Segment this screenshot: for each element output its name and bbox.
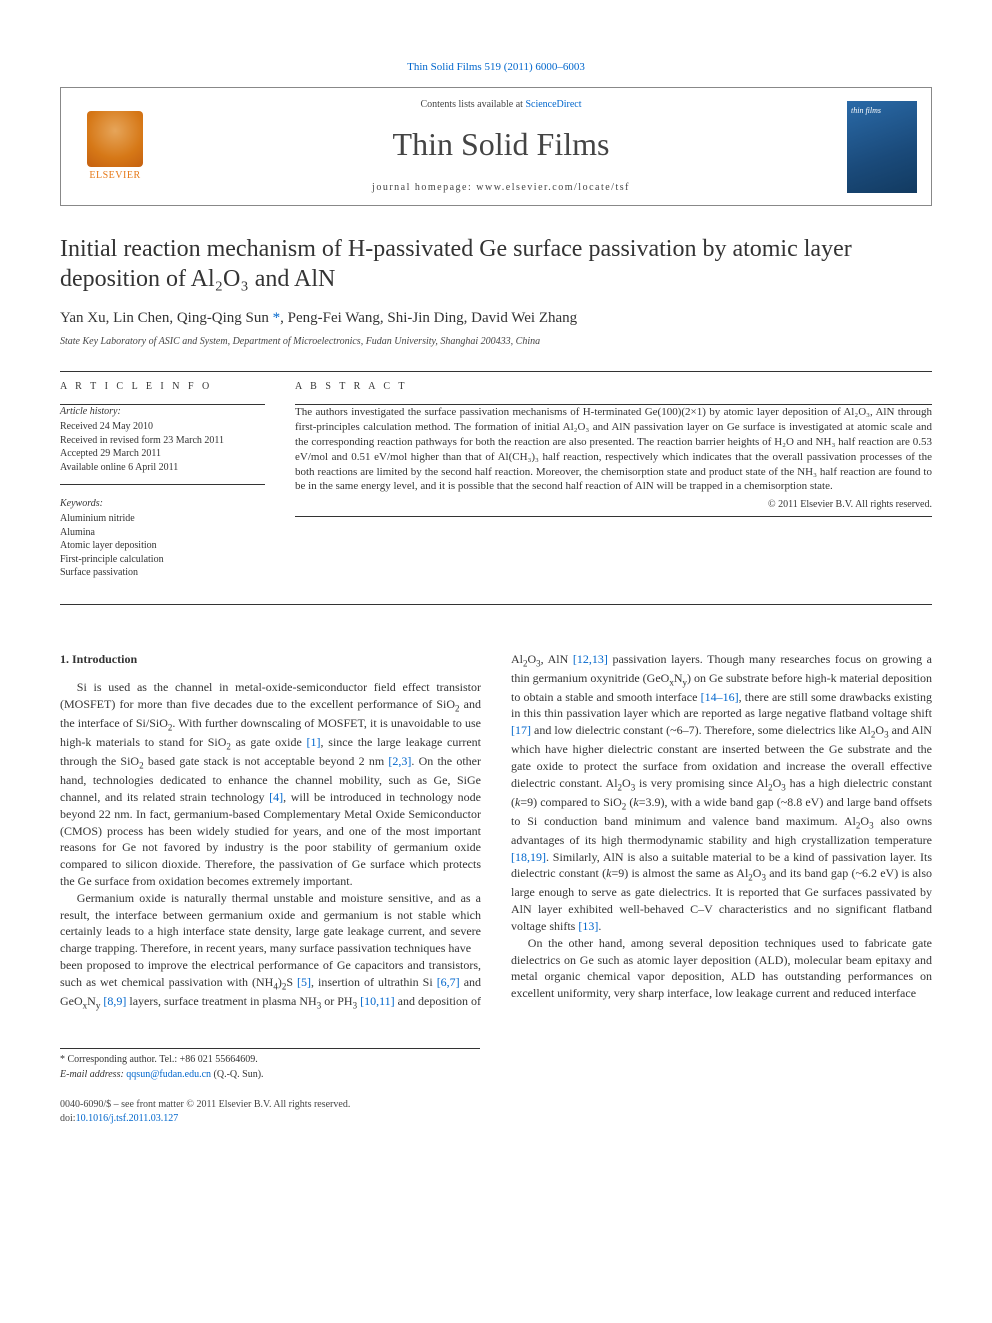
rule-info2 [60,484,265,485]
ref-12-13[interactable]: [12,13] [573,652,608,666]
rule-abs-bottom [295,516,932,517]
cover-text: thin films [851,106,881,115]
fee-line: 0040-6090/$ – see front matter © 2011 El… [60,1098,932,1112]
email-line: E-mail address: qqsun@fudan.edu.cn (Q.-Q… [60,1068,480,1082]
bottom-bar: 0040-6090/$ – see front matter © 2011 El… [60,1098,932,1126]
article-info: A R T I C L E I N F O Article history: R… [60,380,265,580]
footer-section: * Corresponding author. Tel.: +86 021 55… [60,1048,932,1082]
header-center: Contents lists available at ScienceDirec… [169,98,833,195]
elsevier-logo: ELSEVIER [75,102,155,192]
doi-label: doi: [60,1113,76,1124]
corr-author: * Corresponding author. Tel.: +86 021 55… [60,1053,480,1067]
journal-header: ELSEVIER Contents lists available at Sci… [60,87,932,206]
keyword-2: Atomic layer deposition [60,539,265,553]
contents-line: Contents lists available at ScienceDirec… [169,98,833,112]
email-tail: (Q.-Q. Sun). [211,1069,264,1080]
journal-homepage: journal homepage: www.elsevier.com/locat… [169,181,833,195]
keyword-1: Alumina [60,526,265,540]
email-label: E-mail address: [60,1069,126,1080]
section-1-heading: 1. Introduction [60,651,481,668]
corresponding-footer: * Corresponding author. Tel.: +86 021 55… [60,1048,480,1082]
article-info-heading: A R T I C L E I N F O [60,380,265,394]
article-title: Initial reaction mechanism of H-passivat… [60,234,932,294]
publisher-name: ELSEVIER [89,169,140,183]
doi-line: doi:10.1016/j.tsf.2011.03.127 [60,1112,932,1126]
keyword-4: Surface passivation [60,566,265,580]
rule-top [60,371,932,372]
journal-name: Thin Solid Films [169,122,833,167]
doi-link[interactable]: 10.1016/j.tsf.2011.03.127 [76,1113,179,1124]
affiliation: State Key Laboratory of ASIC and System,… [60,335,932,349]
ref-8-9[interactable]: [8,9] [103,994,126,1008]
history-label: Article history: [60,405,265,419]
ref-2-3[interactable]: [2,3] [388,754,411,768]
paragraph-4: On the other hand, among several deposit… [511,935,932,1002]
body-columns: 1. Introduction Si is used as the channe… [60,651,932,1012]
authors-part1: Yan Xu, Lin Chen, Qing-Qing Sun [60,310,273,326]
history-accepted: Accepted 29 March 2011 [60,447,265,461]
contents-prefix: Contents lists available at [420,99,525,110]
rule-bottom [60,604,932,605]
ref-17[interactable]: [17] [511,723,531,737]
ref-4[interactable]: [4] [269,790,283,804]
authors-line: Yan Xu, Lin Chen, Qing-Qing Sun *, Peng-… [60,308,932,329]
ref-6-7[interactable]: [6,7] [437,975,460,989]
paragraph-1: Si is used as the channel in metal-oxide… [60,679,481,889]
keyword-3: First-principle calculation [60,553,265,567]
copyright: © 2011 Elsevier B.V. All rights reserved… [295,498,932,512]
journal-reference: Thin Solid Films 519 (2011) 6000–6003 [60,60,932,75]
email-link[interactable]: qqsun@fudan.edu.cn [126,1069,211,1080]
keywords-label: Keywords: [60,497,265,511]
info-abstract-row: A R T I C L E I N F O Article history: R… [60,380,932,580]
ref-14-16[interactable]: [14–16] [701,690,739,704]
ref-13[interactable]: [13] [578,919,598,933]
authors-part2: , Peng-Fei Wang, Shi-Jin Ding, David Wei… [280,310,577,326]
elsevier-tree-icon [87,111,143,167]
abstract: A B S T R A C T The authors investigated… [295,380,932,580]
abstract-text: The authors investigated the surface pas… [295,405,932,494]
journal-cover-thumb: thin films [847,101,917,193]
sciencedirect-link[interactable]: ScienceDirect [525,99,581,110]
keyword-0: Aluminium nitride [60,512,265,526]
ref-1[interactable]: [1] [307,735,321,749]
ref-18-19[interactable]: [18,19] [511,850,546,864]
ref-5[interactable]: [5] [297,975,311,989]
history-received: Received 24 May 2010 [60,420,265,434]
history-revised: Received in revised form 23 March 2011 [60,434,265,448]
paragraph-2: Germanium oxide is naturally thermal uns… [60,890,481,957]
ref-10-11[interactable]: [10,11] [360,994,395,1008]
abstract-heading: A B S T R A C T [295,380,932,394]
history-online: Available online 6 April 2011 [60,461,265,475]
